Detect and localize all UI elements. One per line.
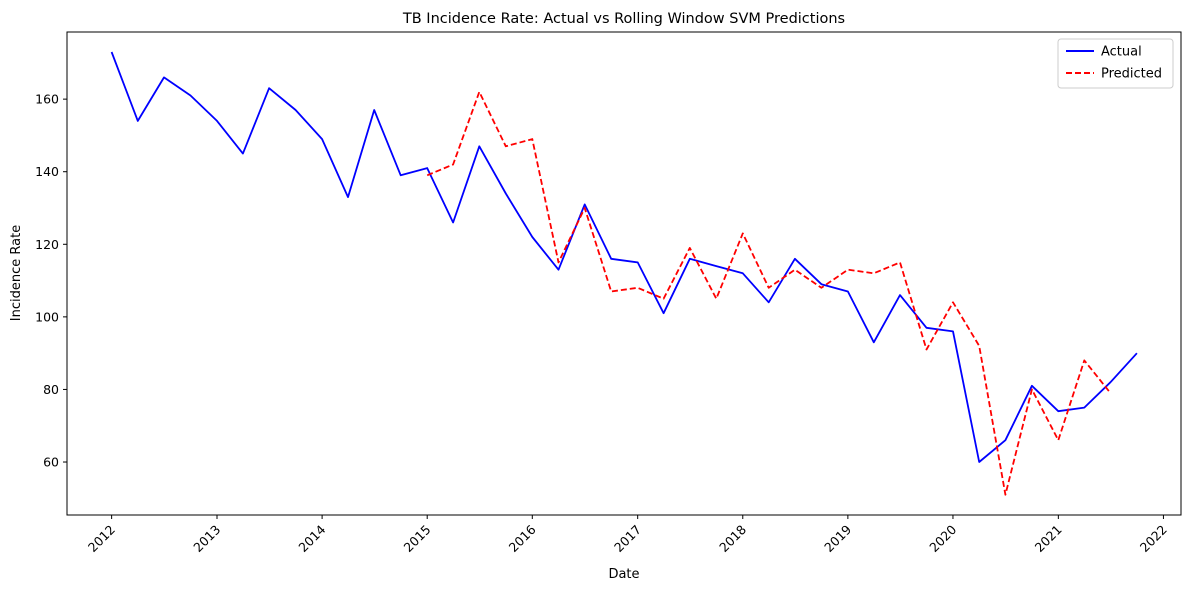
x-axis-label: Date [608,567,639,582]
x-tick-label: 2019 [821,522,854,555]
x-tick-label: 2017 [611,522,644,555]
legend: Actual Predicted [1057,38,1174,89]
x-tick-label: 2013 [190,522,223,555]
x-tick-label: 2018 [716,522,749,555]
series-line-predicted [426,91,1112,496]
y-tick-label: 100 [35,309,59,324]
plot-frame [66,31,1182,516]
plot-area [67,32,1181,515]
x-tick-label: 2015 [401,522,434,555]
legend-label-predicted: Predicted [1101,67,1162,82]
y-axis-label: Incidence Rate [9,225,24,321]
y-tick-label: 160 [35,92,59,107]
chart-title: TB Incidence Rate: Actual vs Rolling Win… [402,11,845,27]
series-line-actual [110,51,1138,463]
y-tick-label: 80 [43,382,59,397]
series-layer [110,51,1138,496]
x-tick-label: 2014 [295,522,328,555]
y-tick-label: 60 [43,455,59,470]
x-tick-label: 2016 [506,522,539,555]
y-tick-label: 120 [35,237,59,252]
y-axis: 60 80 100 120 140 160 [35,92,67,470]
legend-label-actual: Actual [1101,45,1142,60]
x-tick-label: 2021 [1032,522,1065,555]
x-axis: 2012 2013 2014 2015 2016 2017 2018 2019 2020 2021… [85,515,1170,555]
x-tick-label: 2020 [926,522,959,555]
x-tick-label: 2022 [1137,522,1170,555]
y-tick-label: 140 [35,164,59,179]
x-tick-label: 2012 [85,522,118,555]
